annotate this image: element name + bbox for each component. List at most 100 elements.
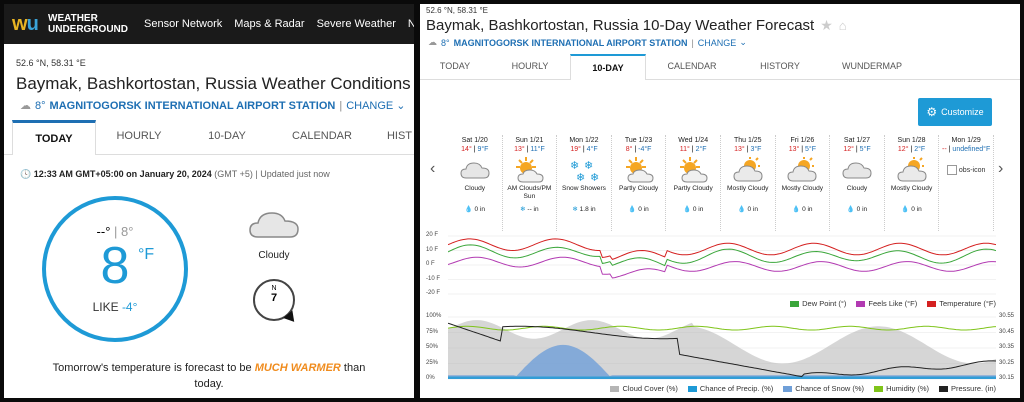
tab-hourly[interactable]: HOURLY [511, 61, 549, 71]
pressure-line [448, 322, 996, 378]
legend-dew-point-label: Dew Point (°) [802, 299, 847, 308]
feels-like-label: LIKE [92, 300, 119, 314]
day-column[interactable]: Mon 1/22 19° | 4°F ❄ ❄ ❄ ❄ Snow Showers ❄ 1.8 i… [557, 135, 612, 231]
star-icon[interactable]: ★ [820, 17, 833, 33]
cloud-icon: ☁ [20, 100, 31, 112]
cloud-sun-icon [721, 155, 775, 185]
current-temp: 8 [100, 237, 130, 295]
note-text: Tomorrow's temperature is forecast to be [52, 362, 252, 374]
note-text-post: than [343, 362, 366, 374]
nav-maps-radar[interactable]: Maps & Radar [234, 18, 305, 30]
legend-temperature[interactable]: Temperature (°F) [927, 299, 996, 308]
nav-sensor-network[interactable]: Sensor Network [144, 18, 223, 30]
tab-hourly[interactable]: HOURLY [116, 130, 162, 142]
day-label: Wed 1/24 [678, 137, 709, 144]
day-precip: 💧 0 in [448, 205, 502, 213]
tab-calendar[interactable]: CALENDAR [667, 61, 717, 71]
legend-cloud-cover[interactable]: Cloud Cover (%) [610, 384, 678, 393]
tab-bar: TODAY HOURLY 10-DAY CALENDAR HIST [4, 120, 414, 155]
day-label: Sat 1/27 [843, 137, 870, 144]
tab-today[interactable]: TODAY [439, 61, 471, 71]
cloud-icon: ☁ [428, 37, 437, 47]
tab-wundermap[interactable]: WUNDERMAP [842, 61, 902, 71]
snowflake-icon: ❄ [520, 206, 526, 213]
chevron-down-icon[interactable]: ⌄ [739, 37, 747, 47]
station-name[interactable]: MAGNITOGORSK INTERNATIONAL AIRPORT STATI… [49, 99, 336, 112]
droplet-icon: 💧 [737, 206, 746, 213]
hi-lo: 13° | 3°F [734, 146, 762, 153]
wu-logo[interactable]: wu WEATHER UNDERGROUND [4, 13, 128, 36]
customize-button[interactable]: ⚙ Customize [918, 98, 992, 126]
svg-text:❄: ❄ [590, 171, 599, 183]
next-arrow-icon[interactable]: › [998, 160, 1004, 177]
legend-chance-snow[interactable]: Chance of Snow (%) [783, 384, 864, 393]
day-high: 12° [843, 146, 854, 153]
day-column[interactable]: Mon 1/29 -- | undefined°F obs-icon [939, 135, 994, 231]
coordinates: 52.6 °N, 58.31 °E [16, 58, 86, 68]
legend-dew-point[interactable]: Dew Point (°) [790, 299, 846, 308]
day-precip-amount: 0 in [802, 206, 813, 213]
change-station-button[interactable]: CHANGE [697, 37, 737, 48]
tab-history[interactable]: HIST [386, 130, 412, 142]
legend-temperature-label: Temperature (°F) [939, 299, 996, 308]
clock-icon: 🕓 [20, 169, 32, 179]
day-precip: 💧 0 in [666, 205, 720, 213]
nav-severe-weather[interactable]: Severe Weather [316, 18, 396, 30]
tab-history[interactable]: HISTORY [760, 61, 800, 71]
day-column[interactable]: Tue 1/23 8° | -4°F Partly Cloudy 💧 0 in [612, 135, 667, 231]
chance-of-precip-area [448, 376, 996, 379]
legend-humidity[interactable]: Humidity (%) [874, 384, 929, 393]
percent-legend: Cloud Cover (%) Chance of Precip. (%) Ch… [448, 384, 996, 393]
legend-chance-precip[interactable]: Chance of Precip. (%) [687, 384, 773, 393]
y-tick-label: 0% [426, 375, 435, 381]
day-condition: Mostly Cloudy [727, 185, 769, 192]
sun-cloud-icon [666, 155, 720, 185]
day-column[interactable]: Thu 1/25 13° | 3°F Mostly Cloudy 💧 0 in [721, 135, 776, 231]
tab-10-day[interactable]: 10-DAY [570, 54, 646, 80]
legend-feels-like-label: Feels Like (°F) [868, 299, 918, 308]
feels-like: LIKE -4° [46, 300, 184, 314]
day-high: 14° [461, 146, 472, 153]
legend-pressure[interactable]: Pressure. (in) [938, 384, 996, 393]
legend-feels-like[interactable]: Feels Like (°F) [856, 299, 917, 308]
day-column[interactable]: Wed 1/24 11° | 2°F Partly Cloudy 💧 0 in [666, 135, 721, 231]
day-column[interactable]: Sat 1/27 12° | 5°F Cloudy 💧 0 in [830, 135, 885, 231]
tab-calendar[interactable]: CALENDAR [292, 130, 352, 142]
sun-cloud-icon [503, 155, 557, 185]
tab-10-day[interactable]: 10-DAY [208, 130, 246, 142]
day-precip-amount: 0 in [747, 206, 758, 213]
legend-cloud-cover-label: Cloud Cover (%) [622, 384, 678, 393]
day-column[interactable]: Sun 1/21 13° | 11°F AM Clouds/PM Sun ❄ -- i… [503, 135, 558, 231]
gear-icon: ⚙ [926, 105, 938, 119]
station-bar: ☁ 8° MAGNITOGORSK INTERNATIONAL AIRPORT … [4, 94, 414, 113]
pressure-tick-label: 30.15 [999, 375, 1015, 381]
pressure-tick-label: 30.55 [999, 313, 1015, 319]
previous-arrow-icon[interactable]: ‹ [430, 160, 436, 177]
day-low: 5°F [859, 146, 871, 153]
droplet-icon: 💧 [682, 206, 692, 213]
day-precip: 💧 0 in [612, 205, 666, 213]
condition-block: Cloudy [234, 209, 314, 261]
y-tick-label: 0 F [426, 261, 435, 267]
cloud-sun-icon [776, 155, 830, 185]
page-title: Baymak, Bashkortostan, Russia 10-Day Wea… [420, 15, 1020, 34]
chevron-down-icon[interactable]: ⌄ [396, 100, 406, 112]
station-name[interactable]: MAGNITOGORSK INTERNATIONAL AIRPORT STATI… [453, 37, 688, 48]
day-condition: Snow Showers [561, 185, 606, 192]
sun-cloud-icon [612, 155, 666, 185]
day-high: 11° [679, 146, 690, 153]
current-conditions-panel: wu WEATHER UNDERGROUND Sensor Network Map… [4, 4, 414, 398]
pressure-tick-label: 30.25 [999, 359, 1015, 366]
change-station-button[interactable]: CHANGE [346, 99, 394, 112]
day-column[interactable]: Fri 1/26 13° | 5°F Mostly Cloudy 💧 0 in [776, 135, 831, 231]
day-column[interactable]: Sat 1/20 14° | 9°F Cloudy 💧 0 in [448, 135, 503, 231]
day-column[interactable]: Sun 1/28 12° | 2°F Mostly Cloudy 💧 0 in [885, 135, 940, 231]
home-icon[interactable]: ⌂ [838, 18, 847, 33]
droplet-icon: 💧 [628, 206, 637, 213]
droplet-icon: 💧 [901, 206, 910, 213]
nav-news[interactable]: Ne [407, 18, 414, 30]
tab-today[interactable]: TODAY [12, 120, 96, 155]
pressure-tick-label: 30.35 [999, 344, 1015, 350]
day-precip-amount: 0 in [692, 206, 704, 213]
day-low: 4°F [586, 146, 598, 153]
